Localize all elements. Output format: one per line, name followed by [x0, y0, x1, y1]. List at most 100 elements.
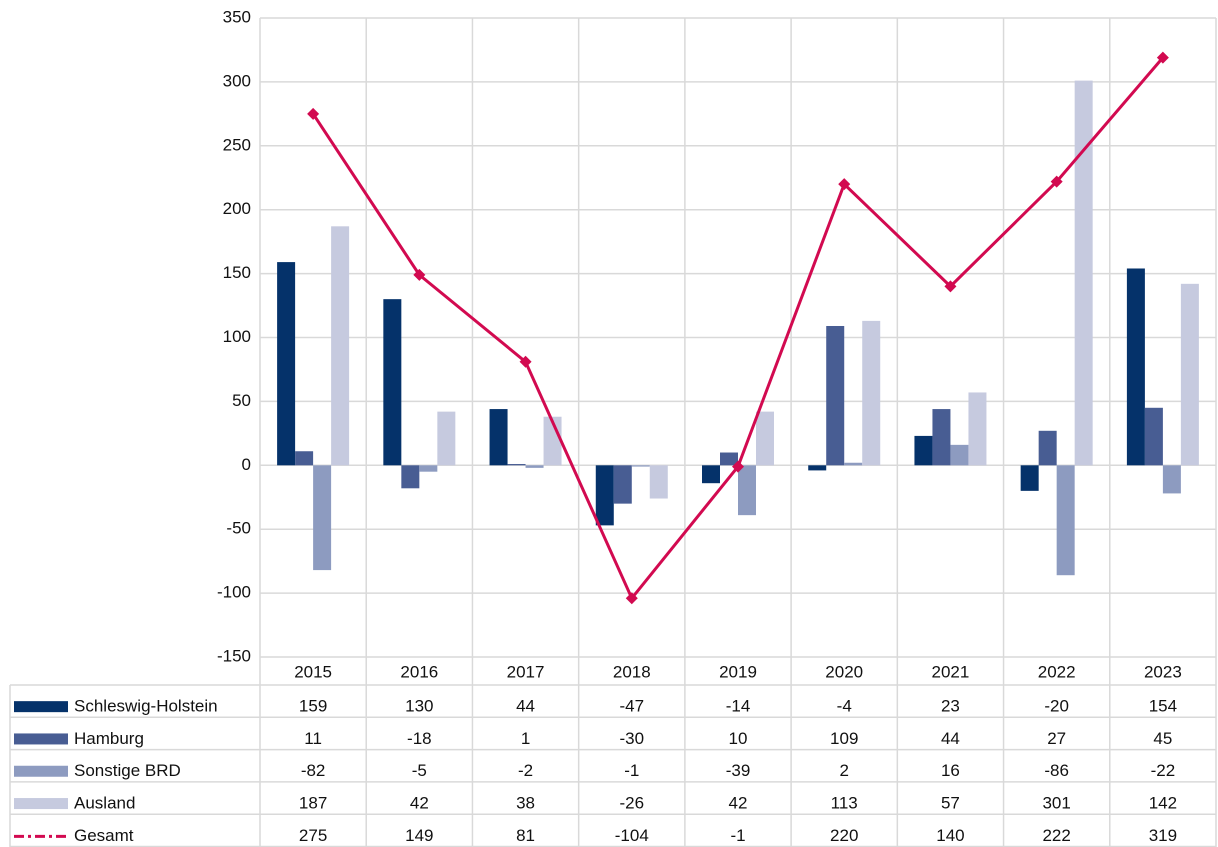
table-value: 113	[831, 794, 858, 813]
bar	[595, 465, 614, 526]
table-value: 109	[830, 729, 858, 748]
bar	[862, 320, 881, 466]
table-value: -82	[301, 761, 326, 780]
bar	[313, 465, 332, 571]
table-value: 222	[1042, 826, 1070, 845]
bar	[277, 262, 296, 466]
bar	[1038, 430, 1057, 466]
table-value: 130	[405, 697, 433, 716]
x-tick-label: 2019	[719, 662, 757, 681]
table-value: 154	[1149, 697, 1177, 716]
bar	[613, 465, 632, 504]
y-tick-label: 100	[223, 327, 251, 346]
x-tick-label: 2017	[507, 662, 545, 681]
bar	[826, 325, 845, 466]
table-value: 27	[1047, 729, 1066, 748]
line-marker	[307, 107, 320, 120]
table-value: -4	[837, 697, 852, 716]
table-value: -86	[1044, 761, 1069, 780]
bar	[968, 392, 987, 466]
y-tick-label: 50	[232, 391, 251, 410]
bar	[1162, 465, 1181, 494]
line-marker	[625, 592, 638, 605]
y-tick-label: -100	[217, 583, 251, 602]
bar	[738, 465, 756, 516]
table-value: 42	[729, 794, 748, 813]
legend-label: Ausland	[74, 794, 135, 813]
x-tick-label: 2022	[1038, 662, 1076, 681]
bar	[1180, 283, 1199, 466]
table-value: 44	[516, 697, 535, 716]
table-value: 140	[936, 826, 964, 845]
bar	[1144, 407, 1163, 466]
line	[311, 56, 1165, 602]
bar	[419, 465, 438, 472]
table-value: 1	[521, 729, 530, 748]
table-value: -5	[412, 761, 427, 780]
legend-key	[14, 733, 68, 745]
bar	[844, 462, 863, 466]
table-value: -18	[407, 729, 432, 748]
bar	[649, 465, 668, 499]
bar	[437, 411, 456, 466]
line-marker	[1156, 51, 1169, 64]
x-tick-label: 2016	[400, 662, 438, 681]
legend-label: Hamburg	[74, 729, 144, 748]
table-value: 220	[830, 826, 858, 845]
legend-key	[14, 798, 68, 810]
table-value: 149	[405, 826, 433, 845]
bar	[1020, 465, 1039, 491]
bar	[507, 464, 526, 466]
table-value: 45	[1153, 729, 1172, 748]
x-tick-label: 2023	[1144, 662, 1182, 681]
table-value: 301	[1042, 794, 1070, 813]
bar	[331, 226, 350, 466]
y-tick-label: 300	[223, 71, 251, 90]
table-value: -47	[619, 697, 644, 716]
y-tick-label: 0	[242, 455, 251, 474]
table-value: 57	[941, 794, 960, 813]
table-value: -22	[1151, 761, 1176, 780]
table-value: 10	[729, 729, 748, 748]
bar	[525, 465, 544, 468]
table-value: -14	[726, 697, 751, 716]
bar	[295, 451, 314, 466]
legend-key	[14, 701, 68, 713]
y-tick-label: -50	[226, 519, 251, 538]
x-tick-label: 2021	[932, 662, 970, 681]
table-value: 187	[299, 794, 327, 813]
table-value: -1	[624, 761, 639, 780]
bar	[1074, 80, 1093, 466]
x-tick-label: 2015	[294, 662, 332, 681]
bar	[702, 465, 720, 484]
bar	[950, 444, 969, 466]
table-value: 319	[1149, 826, 1177, 845]
legend-key	[14, 765, 68, 777]
legend-label: Schleswig-Holstein	[74, 697, 218, 716]
line-marker	[944, 280, 957, 293]
bar	[383, 299, 402, 466]
legend-label: Sonstige BRD	[74, 761, 181, 780]
x-tick-label: 2020	[825, 662, 863, 681]
line-marker	[1050, 175, 1063, 188]
table-value: 159	[299, 697, 327, 716]
bar	[914, 435, 933, 466]
table-value: -20	[1044, 697, 1069, 716]
bar	[1056, 465, 1075, 576]
bar	[401, 465, 420, 489]
bar	[808, 465, 827, 471]
table-value: -104	[615, 826, 649, 845]
table-value: 11	[304, 729, 322, 748]
bar	[932, 409, 951, 466]
legend-label: Gesamt	[74, 826, 134, 845]
line-marker	[838, 178, 851, 191]
table-value: -2	[518, 761, 533, 780]
table-value: -39	[726, 761, 751, 780]
table-value: 44	[941, 729, 960, 748]
line-marker	[413, 268, 426, 281]
table-value: -26	[619, 794, 644, 813]
table-value: 16	[941, 761, 960, 780]
table-value: 142	[1149, 794, 1177, 813]
line-marker	[732, 460, 744, 473]
